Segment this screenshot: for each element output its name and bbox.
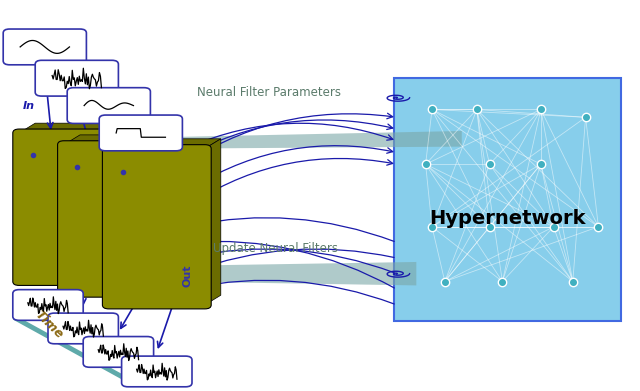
Text: Time: Time	[32, 308, 65, 341]
Text: In: In	[22, 102, 35, 111]
Polygon shape	[19, 123, 125, 133]
FancyBboxPatch shape	[122, 356, 192, 387]
Text: Update Neural Filters: Update Neural Filters	[212, 242, 338, 255]
FancyBboxPatch shape	[3, 29, 86, 65]
Polygon shape	[205, 139, 221, 305]
Polygon shape	[109, 139, 221, 149]
Polygon shape	[179, 131, 462, 149]
Polygon shape	[173, 262, 417, 285]
FancyBboxPatch shape	[83, 337, 154, 367]
FancyBboxPatch shape	[13, 129, 115, 285]
FancyBboxPatch shape	[67, 88, 150, 124]
Polygon shape	[154, 135, 170, 293]
FancyBboxPatch shape	[394, 78, 621, 321]
FancyBboxPatch shape	[99, 115, 182, 151]
Polygon shape	[64, 135, 170, 145]
FancyBboxPatch shape	[48, 313, 118, 344]
Text: Neural Filter Parameters: Neural Filter Parameters	[197, 86, 341, 99]
Text: Out: Out	[182, 265, 193, 287]
FancyBboxPatch shape	[102, 145, 211, 309]
FancyBboxPatch shape	[13, 290, 83, 320]
FancyBboxPatch shape	[35, 60, 118, 96]
FancyBboxPatch shape	[58, 141, 160, 297]
Text: Hypernetwork: Hypernetwork	[429, 210, 586, 228]
Polygon shape	[109, 123, 125, 282]
